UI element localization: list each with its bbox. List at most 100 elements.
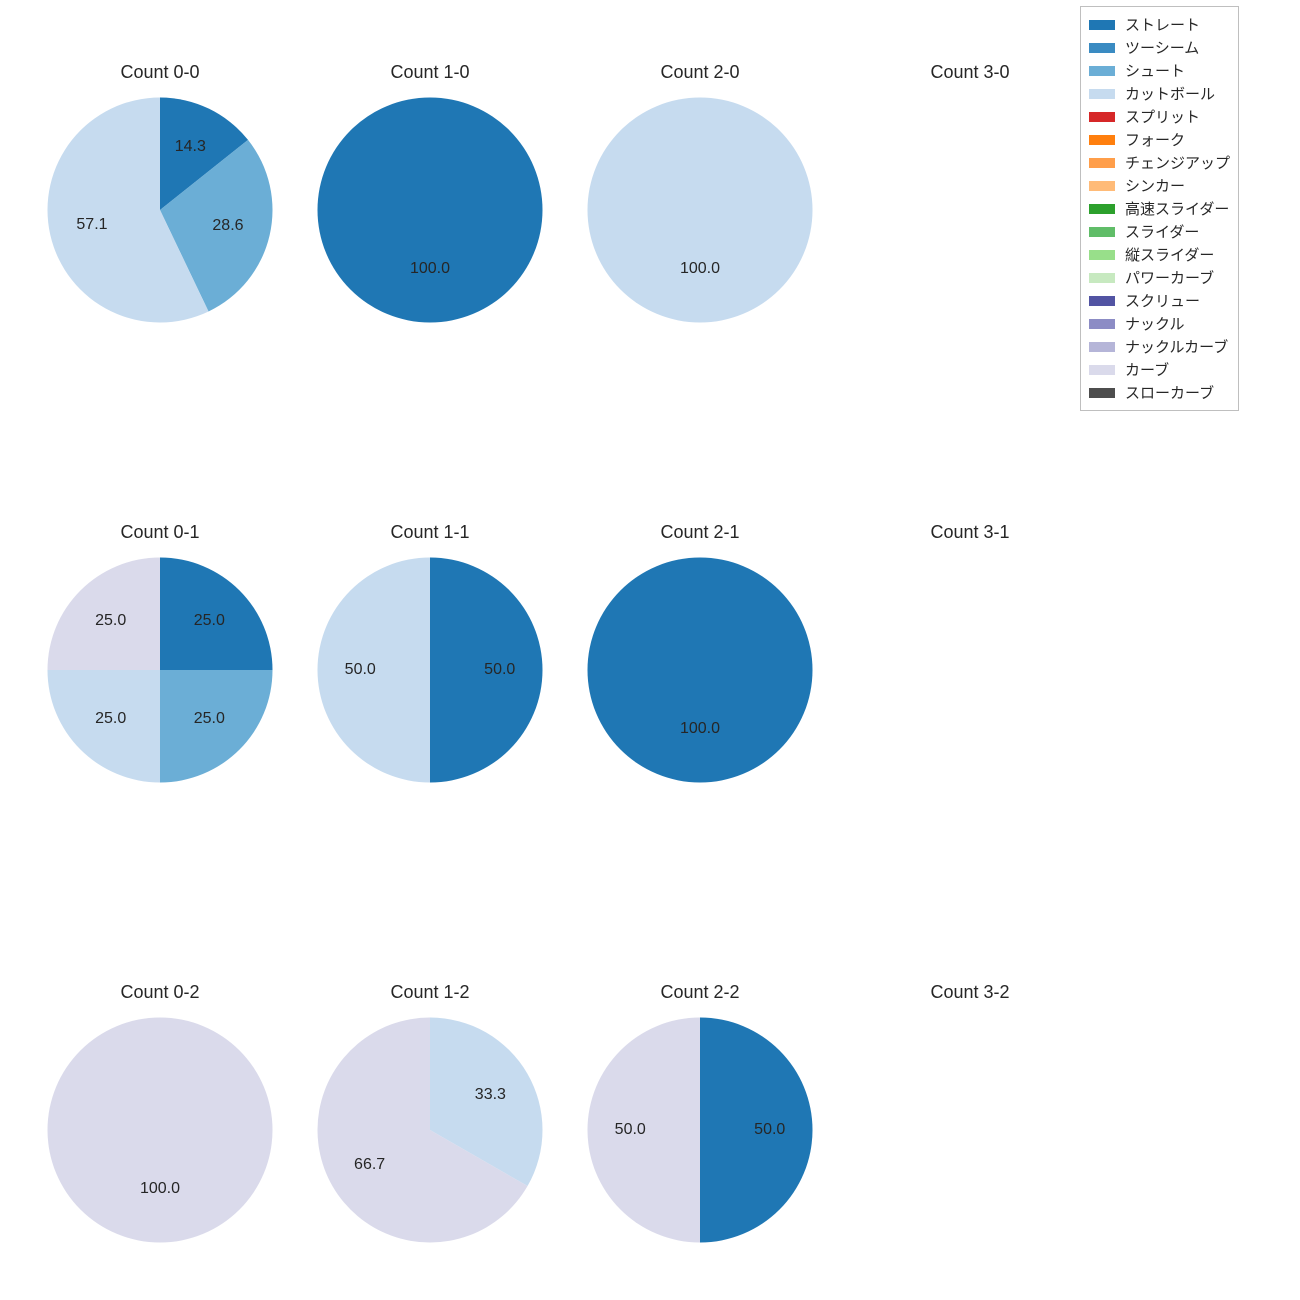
slice-value-label: 50.0 [615, 1121, 646, 1139]
pie-subplot: Count 3-2 [850, 1010, 1090, 1250]
pie-subplot: Count 2-250.050.0 [580, 1010, 820, 1250]
pie-subplot: Count 0-014.328.657.1 [40, 90, 280, 330]
slice-value-label: 50.0 [345, 661, 376, 679]
legend-swatch [1089, 296, 1115, 306]
legend-item: スクリュー [1089, 289, 1230, 312]
pie-chart [318, 1018, 543, 1243]
pie-subplot: Count 3-0 [850, 90, 1090, 330]
subplot-title: Count 0-2 [40, 982, 280, 1003]
legend-label: カーブ [1125, 359, 1169, 380]
pie-chart [48, 1018, 273, 1243]
legend: ストレートツーシームシュートカットボールスプリットフォークチェンジアップシンカー… [1080, 6, 1239, 411]
legend-item: ストレート [1089, 13, 1230, 36]
legend-swatch [1089, 273, 1115, 283]
pie-chart [48, 98, 273, 323]
pie-slice [318, 98, 543, 323]
subplot-title: Count 2-0 [580, 62, 820, 83]
pie-slice [588, 558, 813, 783]
legend-swatch [1089, 204, 1115, 214]
legend-swatch [1089, 181, 1115, 191]
slice-value-label: 100.0 [680, 260, 720, 278]
pie-subplot: Count 3-1 [850, 550, 1090, 790]
pie-subplot: Count 2-1100.0 [580, 550, 820, 790]
legend-item: パワーカーブ [1089, 266, 1230, 289]
slice-value-label: 57.1 [76, 216, 107, 234]
legend-label: スライダー [1125, 221, 1199, 242]
legend-item: チェンジアップ [1089, 151, 1230, 174]
subplot-title: Count 3-0 [850, 62, 1090, 83]
legend-swatch [1089, 227, 1115, 237]
legend-swatch [1089, 158, 1115, 168]
pie-subplot: Count 1-233.366.7 [310, 1010, 550, 1250]
slice-value-label: 50.0 [484, 661, 515, 679]
subplot-title: Count 0-0 [40, 62, 280, 83]
pitch-count-pie-grid: Count 0-014.328.657.1Count 1-0100.0Count… [0, 0, 1300, 1300]
subplot-title: Count 3-2 [850, 982, 1090, 1003]
pie-subplot: Count 0-125.025.025.025.0 [40, 550, 280, 790]
legend-item: シンカー [1089, 174, 1230, 197]
slice-value-label: 25.0 [194, 612, 225, 630]
legend-item: ナックルカーブ [1089, 335, 1230, 358]
legend-label: カットボール [1125, 83, 1215, 104]
legend-label: 高速スライダー [1125, 198, 1229, 219]
slice-value-label: 25.0 [95, 612, 126, 630]
legend-item: 縦スライダー [1089, 243, 1230, 266]
legend-swatch [1089, 250, 1115, 260]
legend-label: 縦スライダー [1125, 244, 1214, 265]
legend-item: 高速スライダー [1089, 197, 1230, 220]
legend-item: スプリット [1089, 105, 1230, 128]
legend-swatch [1089, 66, 1115, 76]
slice-value-label: 33.3 [475, 1086, 506, 1104]
legend-swatch [1089, 20, 1115, 30]
legend-label: ツーシーム [1125, 37, 1199, 58]
legend-label: パワーカーブ [1125, 267, 1214, 288]
subplot-title: Count 2-2 [580, 982, 820, 1003]
legend-item: カーブ [1089, 358, 1230, 381]
legend-label: チェンジアップ [1125, 152, 1230, 173]
legend-label: スローカーブ [1125, 382, 1214, 403]
pie-slice [48, 1018, 273, 1243]
legend-label: シンカー [1125, 175, 1185, 196]
legend-item: ツーシーム [1089, 36, 1230, 59]
subplot-title: Count 0-1 [40, 522, 280, 543]
legend-swatch [1089, 365, 1115, 375]
legend-label: スプリット [1125, 106, 1200, 127]
legend-swatch [1089, 135, 1115, 145]
slice-value-label: 100.0 [410, 260, 450, 278]
pie-chart [588, 558, 813, 783]
slice-value-label: 25.0 [194, 710, 225, 728]
slice-value-label: 28.6 [212, 217, 243, 235]
subplot-title: Count 3-1 [850, 522, 1090, 543]
legend-item: フォーク [1089, 128, 1230, 151]
legend-swatch [1089, 342, 1115, 352]
pie-chart [588, 98, 813, 323]
legend-label: ナックルカーブ [1125, 336, 1228, 357]
pie-subplot: Count 1-0100.0 [310, 90, 550, 330]
legend-label: シュート [1125, 60, 1185, 81]
legend-swatch [1089, 112, 1115, 122]
subplot-title: Count 1-1 [310, 522, 550, 543]
legend-swatch [1089, 319, 1115, 329]
pie-subplot: Count 0-2100.0 [40, 1010, 280, 1250]
subplot-title: Count 1-0 [310, 62, 550, 83]
pie-chart [48, 558, 273, 783]
legend-label: ストレート [1125, 14, 1200, 35]
legend-label: スクリュー [1125, 290, 1200, 311]
pie-subplot: Count 1-150.050.0 [310, 550, 550, 790]
pie-subplot: Count 2-0100.0 [580, 90, 820, 330]
legend-label: ナックル [1125, 313, 1185, 334]
subplot-title: Count 1-2 [310, 982, 550, 1003]
pie-slice [588, 98, 813, 323]
slice-value-label: 25.0 [95, 710, 126, 728]
slice-value-label: 100.0 [140, 1180, 180, 1198]
legend-swatch [1089, 89, 1115, 99]
slice-value-label: 50.0 [754, 1121, 785, 1139]
legend-item: スローカーブ [1089, 381, 1230, 404]
slice-value-label: 14.3 [175, 138, 206, 156]
legend-item: スライダー [1089, 220, 1230, 243]
legend-swatch [1089, 388, 1115, 398]
legend-item: ナックル [1089, 312, 1230, 335]
subplot-title: Count 2-1 [580, 522, 820, 543]
slice-value-label: 100.0 [680, 720, 720, 738]
legend-item: カットボール [1089, 82, 1230, 105]
